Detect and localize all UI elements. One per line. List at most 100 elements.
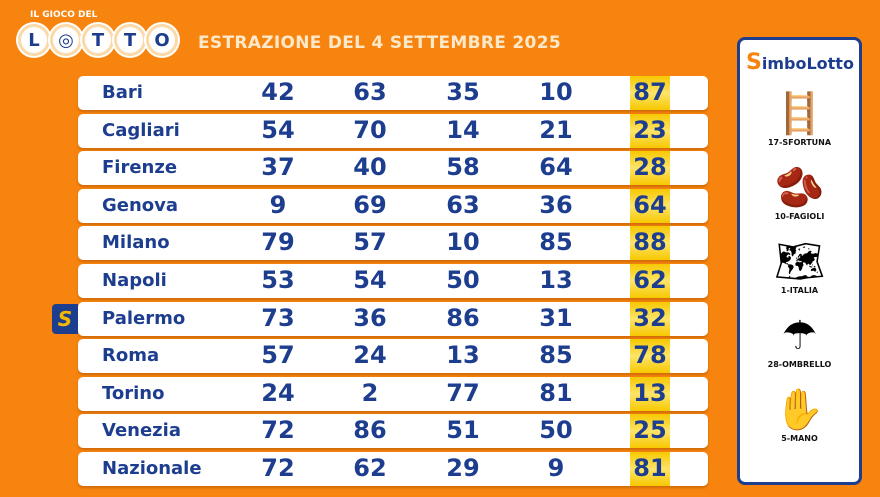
drawn-number: 31 [539,303,573,332]
city-name: Nazionale [102,458,202,479]
drawn-number: 54 [261,115,295,144]
table-row: Firenze 37 40 58 64 28 [78,151,708,186]
drawn-number: 13 [633,378,667,407]
drawn-number: 72 [261,454,295,482]
drawn-number: 36 [353,303,387,332]
drawn-number: 86 [446,303,480,332]
extra-number-highlight [630,151,670,186]
symbol-item: 🫘 10-FAGIOLI [740,164,859,221]
extra-number-highlight [630,113,670,148]
drawn-number: 78 [633,341,667,370]
drawn-number: 85 [539,341,573,370]
extra-number-highlight [630,76,670,110]
drawn-number: 14 [446,115,480,144]
extra-number-highlight [630,226,670,261]
lotto-logo: IL GIOCO DEL L ◎ T T O [18,8,178,64]
logo-ball: L [18,24,50,56]
drawn-number: 63 [446,190,480,219]
symbol-label: 1-ITALIA [780,286,819,295]
symbol-label: 17-SFORTUNA [767,138,832,147]
drawn-number: 51 [446,416,480,445]
drawn-number: 64 [633,190,667,219]
drawn-number: 79 [261,228,295,257]
table-row: Milano 79 57 10 85 88 [78,226,708,261]
city-name: Napoli [102,270,167,291]
symbol-item: 🗺 1-ITALIA [740,238,859,295]
table-row: Torino 24 2 77 81 13 [78,376,708,411]
simbolotto-brand: SimboLotto [746,50,854,75]
extra-number-highlight [630,414,670,449]
drawn-number: 10 [539,78,573,106]
city-name: Milano [102,232,170,254]
drawn-number: 62 [633,266,667,294]
drawn-number: 9 [547,454,565,482]
extra-number-highlight [630,301,670,336]
table-row: Nazionale 72 62 29 9 81 [78,452,708,486]
drawn-number: 87 [633,78,667,106]
extra-number-highlight [630,264,670,298]
city-name: Venezia [102,420,181,442]
simbolotto-wheel-badge: S [52,304,78,334]
symbol-item: ☂ 28-OMBRELLO [740,312,859,369]
drawn-number: 9 [269,190,287,219]
drawn-number: 77 [446,378,480,407]
drawn-number: 88 [633,228,667,257]
drawn-number: 24 [261,378,295,407]
drawn-number: 53 [261,266,295,294]
drawn-number: 62 [353,454,387,482]
city-name: Bari [102,82,143,103]
drawn-number: 81 [633,454,667,482]
symbol-label: 5-MANO [781,434,818,443]
drawn-number: 10 [446,228,480,257]
drawn-number: 63 [353,78,387,106]
table-row: Roma 57 24 13 85 78 [78,339,708,374]
symbol-icon: ✋ [774,387,825,433]
city-name: Genova [102,194,179,216]
drawn-number: 73 [261,303,295,332]
drawn-number: 40 [353,153,387,182]
drawn-number: 50 [446,266,480,294]
drawn-number: 64 [539,153,573,182]
city-name: Cagliari [102,119,180,141]
symbol-icon: 🗺 [774,239,825,285]
drawn-number: 25 [633,416,667,445]
symbol-label: 10-FAGIOLI [774,212,825,221]
table-row: Bari 42 63 35 10 87 [78,76,708,110]
drawn-number: 57 [353,228,387,257]
drawn-number: 42 [261,78,295,106]
logo-ball: O [146,24,178,56]
drawn-number: 13 [539,266,573,294]
city-name: Firenze [102,157,178,179]
symbol-item: 🪜 17-SFORTUNA [740,90,859,147]
drawn-number: 35 [446,78,480,106]
table-row: Genova 9 69 63 36 64 [78,188,708,223]
logo-ball: T [114,24,146,56]
city-name: Torino [102,382,165,404]
drawn-number: 58 [446,153,480,182]
drawn-number: 32 [633,303,667,332]
table-row: Napoli 53 54 50 13 62 [78,264,708,298]
extra-number-highlight [630,452,670,486]
drawn-number: 37 [261,153,295,182]
drawn-number: 69 [353,190,387,219]
table-row: Cagliari 54 70 14 21 23 [78,113,708,148]
simbolotto-panel: SimboLotto 🪜 17-SFORTUNA 🫘 10-FAGIOLI 🗺 1-ITA… [737,37,862,485]
logo-ball: ◎ [50,24,82,56]
drawn-number: 28 [633,153,667,182]
extra-number-highlight [630,339,670,374]
drawn-number: 85 [539,228,573,257]
symbol-label: 28-OMBRELLO [767,360,832,369]
drawn-number: 13 [446,341,480,370]
drawn-number: 29 [446,454,480,482]
drawn-number: 2 [361,378,379,407]
extra-number-highlight [630,376,670,411]
symbol-icon: 🫘 [774,165,825,211]
drawn-number: 23 [633,115,667,144]
city-name: Roma [102,345,160,367]
symbol-icon: ☂ [781,313,818,359]
drawn-number: 54 [353,266,387,294]
drawn-number: 72 [261,416,295,445]
drawn-number: 70 [353,115,387,144]
drawn-number: 86 [353,416,387,445]
drawn-number: 24 [353,341,387,370]
